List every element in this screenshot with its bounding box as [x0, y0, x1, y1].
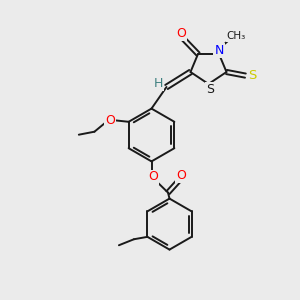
Text: CH₃: CH₃ [227, 31, 246, 41]
Text: S: S [248, 69, 256, 82]
Text: O: O [105, 114, 115, 127]
Text: H: H [153, 77, 163, 90]
Text: O: O [176, 169, 186, 182]
Text: N: N [214, 44, 224, 57]
Text: O: O [177, 27, 186, 40]
Text: O: O [148, 170, 158, 184]
Text: S: S [206, 83, 214, 96]
